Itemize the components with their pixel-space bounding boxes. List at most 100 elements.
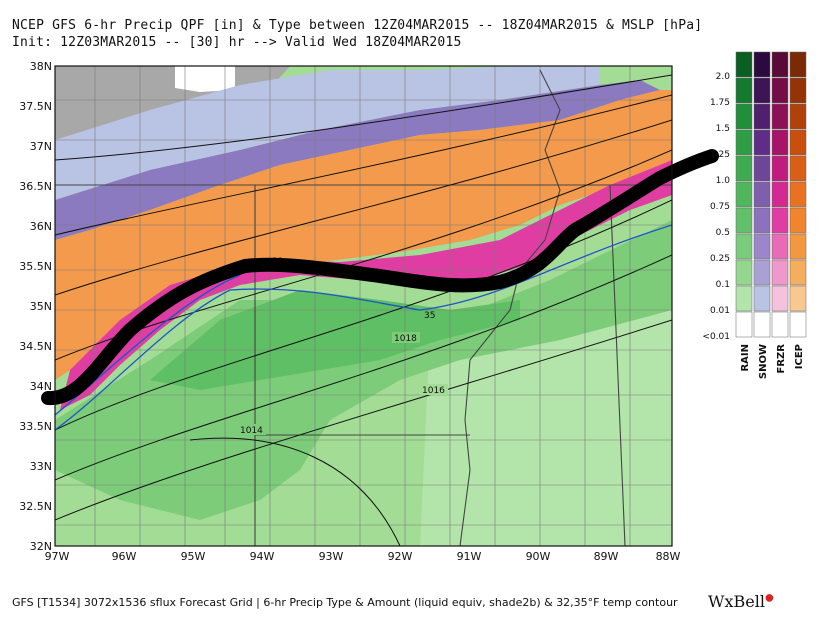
lon-label: 97W	[45, 550, 70, 563]
legend-swatch-snow	[753, 155, 771, 182]
lon-label: 94W	[250, 550, 275, 563]
temp-label-35: 35	[424, 311, 435, 321]
precip-legend: RAIN SNOW FRZR ICEP 2.0 1.75 1.5 1.25 1.0 0.75 0.5…	[702, 51, 807, 379]
legend-swatch-snow	[753, 129, 771, 156]
legend-label-frzr: FRZR	[776, 344, 787, 374]
legend-swatch-icep	[789, 311, 807, 338]
lat-label: 38N	[30, 60, 52, 73]
legend-swatch-snow	[753, 259, 771, 286]
lat-label: 36.5N	[19, 180, 52, 193]
legend-tick: 0.1	[716, 280, 730, 290]
title-line-2: Init: 12Z03MAR2015 -- [30] hr --> Valid …	[12, 35, 462, 50]
lon-label: 88W	[656, 550, 681, 563]
legend-tick: 2.0	[716, 72, 731, 82]
legend-swatch-icep	[789, 259, 807, 286]
latitude-axis: 38N 37.5N 37N 36.5N 36N 35.5N 35N 34.5N …	[19, 60, 52, 553]
legend-swatch-frzr	[771, 181, 789, 208]
title-line-1: NCEP GFS 6-hr Precip QPF [in] & Type bet…	[12, 18, 703, 33]
legend-swatch-icep	[789, 51, 807, 78]
legend-label-rain: RAIN	[740, 344, 751, 372]
legend-swatch-icep	[789, 77, 807, 104]
lon-label: 91W	[457, 550, 482, 563]
legend-label-snow: SNOW	[758, 344, 769, 379]
legend-swatch-icep	[789, 181, 807, 208]
isobar-label-1014: 1014	[240, 426, 263, 436]
moderate-rain-area	[55, 220, 672, 520]
legend-swatch-icep	[789, 155, 807, 182]
legend-swatch-rain	[735, 285, 753, 312]
lat-label: 34.5N	[19, 340, 52, 353]
lat-label: 37.5N	[19, 100, 52, 113]
legend-swatch-snow	[753, 51, 771, 78]
legend-tick: 1.75	[710, 98, 730, 108]
legend-swatch-snow	[753, 181, 771, 208]
longitude-axis: 97W 96W 95W 94W 93W 92W 91W 90W 89W 88W	[45, 550, 681, 563]
legend-tick: 1.5	[716, 124, 730, 134]
legend-tick: 1.25	[710, 150, 730, 160]
trace-rain-area	[420, 300, 672, 546]
legend-swatch-rain	[735, 311, 753, 338]
legend-swatch-icep	[789, 233, 807, 260]
legend-swatch-rain	[735, 181, 753, 208]
brand-logo: WxBell●	[708, 592, 774, 611]
white-patch	[175, 66, 235, 92]
temp-contours	[55, 224, 672, 431]
footer-caption: GFS [T1534] 3072x1536 sflux Forecast Gri…	[12, 596, 678, 609]
legend-swatch-icep	[789, 207, 807, 234]
lon-label: 90W	[526, 550, 551, 563]
lon-label: 93W	[319, 550, 344, 563]
legend-swatch-rain	[735, 51, 753, 78]
legend-tick: 0.25	[710, 254, 730, 264]
legend-tick: 0.01	[710, 306, 730, 316]
legend-swatch-frzr	[771, 51, 789, 78]
lat-label: 37N	[30, 140, 52, 153]
label-bg	[420, 384, 448, 395]
lat-label: 32N	[30, 540, 52, 553]
annotation-line	[41, 149, 719, 405]
isobar-label-1018: 1018	[394, 334, 417, 344]
legend-tick: 1.0	[716, 176, 731, 186]
ice-pellet-area	[55, 90, 672, 380]
legend-swatch-snow	[753, 233, 771, 260]
legend-swatch-snow	[753, 207, 771, 234]
label-bg	[392, 332, 420, 343]
lon-label: 89W	[594, 550, 619, 563]
lat-label: 36N	[30, 220, 52, 233]
lon-label: 92W	[388, 550, 413, 563]
light-snow-area	[55, 66, 600, 200]
legend-swatch-frzr	[771, 77, 789, 104]
legend-swatch-frzr	[771, 233, 789, 260]
legend-swatch-frzr	[771, 259, 789, 286]
legend-swatch-rain	[735, 155, 753, 182]
legend-swatch-rain	[735, 233, 753, 260]
precip-field	[55, 66, 672, 546]
legend-swatch-snow	[753, 311, 771, 338]
lat-label: 34N	[30, 380, 52, 393]
legend-swatch-frzr	[771, 103, 789, 130]
legend-swatch-frzr	[771, 155, 789, 182]
legend-swatch-frzr	[771, 285, 789, 312]
legend-tick: 0.75	[710, 202, 730, 212]
legend-swatch-rain	[735, 259, 753, 286]
legend-tick: 0.5	[716, 228, 730, 238]
lon-label: 95W	[181, 550, 206, 563]
legend-swatch-frzr	[771, 311, 789, 338]
legend-label-icep: ICEP	[794, 344, 805, 369]
legend-tick: <0.01	[702, 332, 730, 342]
label-bg	[238, 424, 266, 435]
lon-label: 96W	[112, 550, 137, 563]
snow-area	[55, 80, 660, 240]
legend-swatch-rain	[735, 207, 753, 234]
legend-swatch-snow	[753, 103, 771, 130]
legend-swatch-snow	[753, 77, 771, 104]
lat-label: 35N	[30, 300, 52, 313]
map-border	[54, 65, 673, 547]
lat-label: 33.5N	[19, 420, 52, 433]
legend-swatch-snow	[753, 285, 771, 312]
legend-swatch-rain	[735, 129, 753, 156]
legend-swatch-icep	[789, 129, 807, 156]
legend-swatch-icep	[789, 285, 807, 312]
legend-swatch-frzr	[771, 207, 789, 234]
lat-label: 32.5N	[19, 500, 52, 513]
